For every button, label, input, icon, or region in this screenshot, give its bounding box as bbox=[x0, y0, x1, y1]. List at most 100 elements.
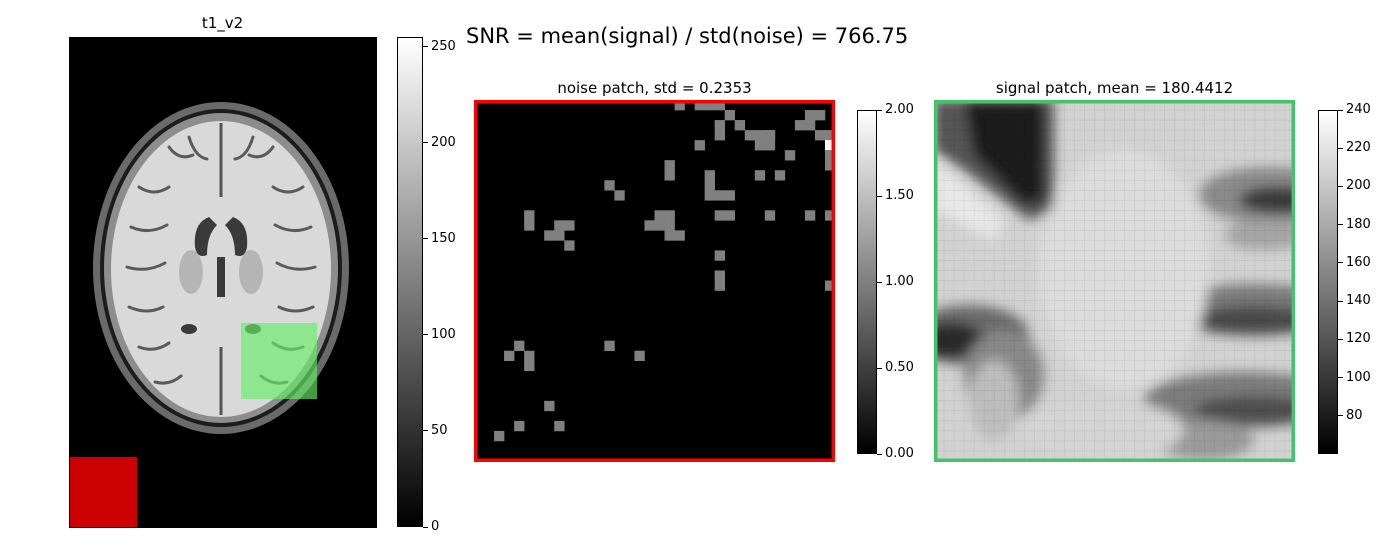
noise-pixel bbox=[654, 210, 665, 221]
noise-tick-mark bbox=[877, 453, 882, 455]
signal-tick-mark bbox=[1338, 300, 1343, 302]
noise-pixel bbox=[604, 340, 615, 351]
signal-tick-mark bbox=[1338, 185, 1343, 187]
noise-pixel bbox=[754, 130, 766, 141]
noise-pixel bbox=[724, 190, 736, 201]
noise-pixel bbox=[504, 350, 515, 362]
signal-tick-mark bbox=[1338, 109, 1343, 111]
noise-tick-mark bbox=[877, 281, 882, 283]
noise-pixel bbox=[714, 210, 725, 221]
mri-image bbox=[69, 37, 376, 527]
signal-tick-label: 220 bbox=[1346, 140, 1371, 156]
signal-tick-label: 200 bbox=[1346, 178, 1371, 194]
signal-tick-label: 100 bbox=[1346, 369, 1371, 385]
noise-pixel bbox=[524, 210, 535, 221]
noise-pixel bbox=[514, 420, 525, 432]
noise-pixel bbox=[614, 190, 625, 201]
noise-pixel bbox=[664, 160, 675, 171]
signal-tick-mark bbox=[1338, 262, 1343, 264]
mri-tick-label: 100 bbox=[431, 326, 456, 342]
noise-pixel bbox=[664, 220, 675, 231]
noise-pixel bbox=[524, 360, 535, 372]
noise-pixel bbox=[604, 180, 615, 191]
noise-patch-border bbox=[474, 100, 835, 462]
noise-pixel bbox=[524, 350, 535, 362]
noise-pixel bbox=[714, 130, 725, 141]
signal-tick-mark bbox=[1338, 224, 1343, 226]
mri-tick-label: 250 bbox=[431, 38, 456, 54]
noise-pixel bbox=[824, 280, 835, 291]
noise-roi bbox=[69, 457, 137, 527]
signal-tick-label: 240 bbox=[1346, 102, 1371, 117]
noise-pixel bbox=[704, 190, 715, 201]
mri-tick-label: 150 bbox=[431, 230, 456, 246]
signal-tick-label: 180 bbox=[1346, 216, 1371, 232]
signal-tick-mark bbox=[1338, 377, 1343, 379]
noise-tick-mark bbox=[877, 367, 882, 369]
noise-pixel bbox=[664, 210, 675, 221]
signal-patch-border bbox=[934, 100, 1295, 462]
noise-pixel bbox=[654, 220, 665, 231]
noise-pixel bbox=[764, 210, 776, 221]
noise-pixel bbox=[544, 400, 555, 412]
signal-tick-mark bbox=[1338, 415, 1343, 417]
mri-tick-label: 50 bbox=[431, 422, 448, 438]
noise-pixel bbox=[714, 120, 725, 131]
mri-tick-mark bbox=[423, 46, 428, 48]
signal-patch-svg bbox=[934, 100, 1295, 462]
noise-pixel bbox=[674, 230, 685, 241]
noise-pixel bbox=[814, 130, 826, 141]
noise-pixel bbox=[664, 230, 675, 241]
mri-brain-svg bbox=[69, 37, 376, 527]
noise-pixel bbox=[714, 280, 725, 291]
mri-tick-label: 0 bbox=[431, 519, 440, 534]
noise-patch-image bbox=[474, 100, 835, 462]
noise-pixel bbox=[764, 140, 776, 151]
mri-axes-frame bbox=[69, 37, 377, 528]
noise-tick-label: 2.00 bbox=[885, 102, 914, 117]
noise-pixel bbox=[804, 110, 816, 121]
noise-pixel bbox=[694, 100, 705, 111]
noise-pixel bbox=[724, 210, 736, 221]
noise-pixel bbox=[824, 210, 835, 221]
signal-tick-mark bbox=[1338, 147, 1343, 149]
signal-texture bbox=[934, 100, 1295, 460]
signal-tick-label: 80 bbox=[1346, 407, 1363, 423]
noise-pixel bbox=[744, 130, 756, 141]
mri-tick-label: 200 bbox=[431, 134, 456, 150]
noise-pixel bbox=[774, 170, 786, 181]
mri-tick-mark bbox=[423, 430, 428, 432]
noise-pixel bbox=[544, 230, 555, 241]
signal-tick-label: 120 bbox=[1346, 331, 1371, 347]
noise-pixel bbox=[554, 220, 565, 231]
mri-panel-title: t1_v2 bbox=[201, 14, 244, 32]
signal-pixel-grid bbox=[934, 100, 1295, 462]
noise-tick-mark bbox=[877, 195, 882, 197]
signal-tick-label: 140 bbox=[1346, 293, 1371, 309]
mri-colorbar bbox=[397, 37, 423, 527]
signal-patch-image bbox=[934, 100, 1295, 462]
noise-pixel bbox=[514, 340, 525, 351]
noise-pixel bbox=[554, 420, 565, 432]
signal-tick-label: 160 bbox=[1346, 254, 1371, 270]
noise-pixel bbox=[704, 170, 715, 181]
noise-pixel-max bbox=[824, 140, 835, 151]
noise-pixel bbox=[794, 120, 806, 131]
noise-pixel bbox=[754, 140, 766, 151]
signal-roi bbox=[241, 323, 317, 399]
noise-pixel bbox=[824, 150, 835, 161]
noise-pixel bbox=[674, 100, 685, 111]
noise-tick-label: 0.50 bbox=[885, 360, 914, 375]
noise-pixel bbox=[804, 120, 816, 131]
noise-pixel bbox=[824, 130, 835, 141]
noise-pixel bbox=[704, 100, 715, 111]
mri-tick-mark bbox=[423, 526, 428, 528]
noise-pixel bbox=[694, 140, 705, 151]
noise-tick-mark bbox=[877, 109, 882, 111]
noise-tick-label: 1.00 bbox=[885, 274, 914, 289]
signal-tick-mark bbox=[1338, 338, 1343, 340]
noise-pixel bbox=[664, 170, 675, 181]
noise-pixel bbox=[564, 220, 575, 231]
mri-tick-mark bbox=[423, 142, 428, 144]
noise-colorbar bbox=[857, 110, 877, 454]
